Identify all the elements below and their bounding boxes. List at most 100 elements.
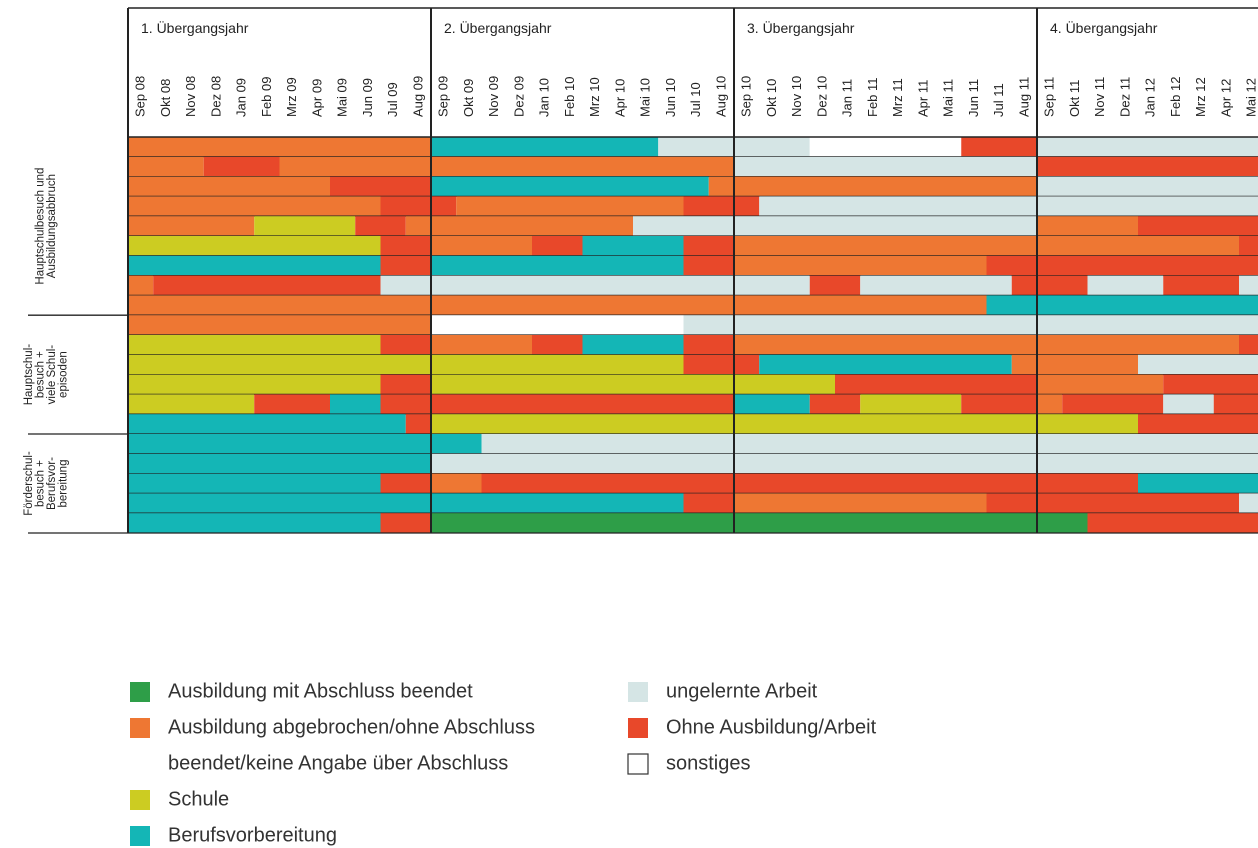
legend-swatch [130, 790, 150, 810]
sequence-segment [128, 216, 255, 236]
sequence-segment [1037, 176, 1258, 197]
sequence-segment [380, 473, 431, 494]
sequence-segment [279, 156, 734, 177]
sequence-segment [380, 275, 810, 296]
sequence-segment [1011, 354, 1138, 375]
sequence-segment [128, 176, 330, 197]
sequence-segment [532, 236, 583, 256]
legend-label: Ausbildung abgebrochen/ohne Abschluss [168, 716, 535, 738]
sequence-segment [1037, 137, 1258, 157]
month-label: Jul 09 [385, 82, 400, 117]
sequence-segment [431, 335, 532, 355]
sequence-segment [986, 493, 1239, 514]
sequence-segment [405, 414, 431, 434]
sequence-segment [860, 275, 1012, 296]
sequence-segment [128, 394, 255, 415]
sequence-segment [431, 315, 684, 335]
legend-label: Ausbildung mit Abschluss beendet [168, 680, 473, 702]
sequence-segment [1062, 394, 1164, 415]
sequence-segment [708, 176, 1037, 197]
legend-label: ungelernte Arbeit [666, 680, 818, 702]
sequence-segment [1087, 275, 1164, 296]
legend-label: Berufsvorbereitung [168, 824, 337, 846]
month-label: Nov 08 [183, 76, 198, 117]
month-label: Feb 10 [562, 77, 577, 117]
sequence-segment [128, 156, 204, 177]
month-label: Jan 10 [537, 78, 552, 117]
month-label: Jun 09 [360, 78, 375, 117]
month-label: Nov 09 [486, 76, 501, 117]
sequence-segment [128, 513, 381, 533]
sequence-segment [456, 196, 684, 217]
sequence-segment [128, 236, 381, 256]
sequence-segment [128, 275, 154, 296]
sequence-segment [128, 196, 381, 217]
group-label: besuch + [34, 351, 46, 398]
legend-swatch [628, 682, 648, 702]
sequence-segment [1138, 216, 1258, 236]
month-label: Okt 11 [1067, 80, 1082, 117]
group-label: Hauptschul- [23, 344, 35, 406]
sequence-segment [128, 473, 381, 494]
month-label: Sep 11 [1042, 77, 1057, 117]
sequence-segment [809, 137, 962, 157]
legend-swatch [628, 718, 648, 738]
month-label: Dez 09 [511, 76, 526, 117]
sequence-segment [203, 156, 280, 177]
sequence-segment [683, 315, 1258, 335]
month-label: Mai 11 [941, 79, 956, 117]
month-label: Dez 11 [1117, 77, 1132, 117]
sequence-segment [759, 354, 1012, 375]
sequence-segment [734, 255, 987, 276]
sequence-segment [380, 255, 431, 276]
month-label: Nov 10 [789, 76, 804, 117]
month-label: Okt 08 [158, 79, 173, 117]
sequence-segment [734, 394, 810, 415]
sequence-segment [128, 354, 684, 375]
year-title: 4. Übergangsjahr [1050, 19, 1158, 36]
month-label: Jan 12 [1143, 78, 1158, 117]
group-label: besuch + [34, 460, 46, 507]
sequence-segment [734, 156, 1037, 177]
sequence-segment [330, 394, 381, 415]
month-label: Aug 09 [410, 76, 425, 117]
sequence-segment [355, 216, 406, 236]
sequence-segment [128, 255, 381, 276]
sequence-segment [128, 335, 381, 355]
sequence-segment [1239, 493, 1258, 514]
sequence-segment [431, 374, 835, 395]
sequence-segment [405, 216, 633, 236]
group-label: viele Schul- [46, 345, 58, 405]
sequence-segment [734, 493, 987, 514]
group-label: bereitung [57, 460, 69, 508]
sequence-segment [1163, 374, 1258, 395]
sequence-segment [532, 335, 583, 355]
month-label: Mrz 10 [587, 77, 602, 117]
sequence-segment [1163, 394, 1214, 415]
legend-label: sonstiges [666, 752, 751, 774]
sequence-segment [1239, 236, 1258, 256]
legend-swatch [130, 682, 150, 702]
sequence-segment [683, 354, 760, 375]
month-label: Okt 10 [764, 79, 779, 117]
month-label: Jun 10 [663, 78, 678, 117]
sequence-segment [1037, 156, 1258, 177]
sequence-segment [683, 196, 760, 217]
sequence-segment [734, 236, 1239, 256]
sequence-segment [128, 453, 431, 474]
sequence-segment [1037, 374, 1164, 395]
sequence-segment [582, 335, 684, 355]
sequence-segment [128, 295, 987, 316]
month-label: Sep 08 [133, 76, 148, 117]
month-label: Mai 10 [638, 78, 653, 117]
sequence-segment [860, 394, 962, 415]
sequence-segment [759, 196, 1258, 217]
group-label: Ausbildungsabbruch [46, 174, 58, 278]
sequence-segment [582, 236, 684, 256]
sequence-segment [431, 255, 684, 276]
sequence-segment [128, 137, 431, 157]
sequence-segment [153, 275, 381, 296]
group-label: Hauptschulbesuch und [34, 168, 46, 285]
sequence-segment [633, 216, 1037, 236]
